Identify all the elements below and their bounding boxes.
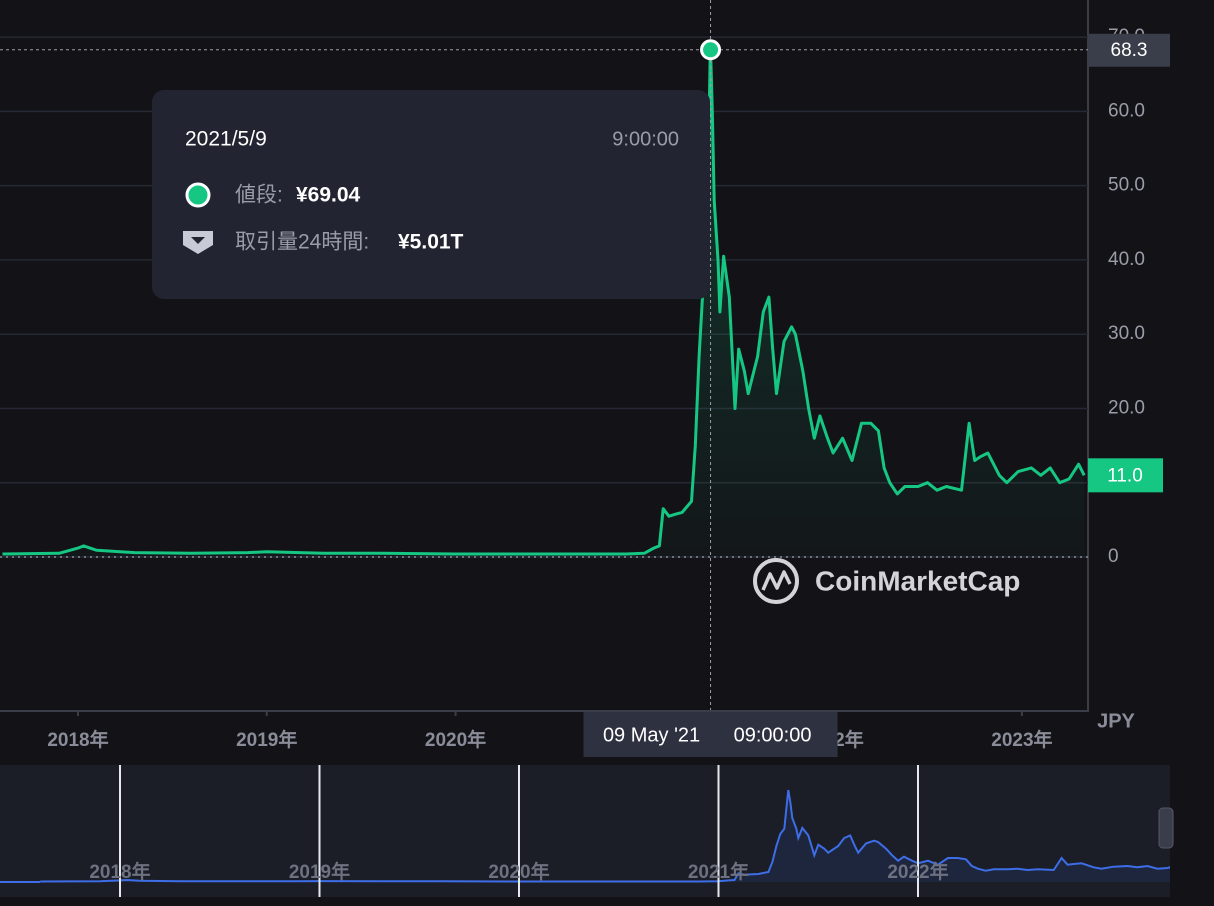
y-tick-label: 0 — [1108, 546, 1119, 567]
last-value-box — [1088, 458, 1163, 493]
y-tick-label: 30.0 — [1108, 323, 1145, 344]
watermark-logo-wave — [761, 570, 792, 591]
crosshair-point — [700, 39, 722, 61]
crosshair-value: 68.3 — [1111, 40, 1148, 61]
navigator-tick-label: 2021年 — [688, 860, 749, 883]
navigator-bg — [0, 765, 1170, 897]
navigator-tick-label: 2019年 — [289, 860, 350, 883]
navigator: 2018年 2019年 2020年 2021年 2022年 — [0, 765, 1170, 897]
watermark-logo — [753, 558, 799, 604]
price-area — [2, 44, 1085, 558]
tooltip-price-label: 値段: — [235, 184, 283, 207]
tooltip-volume-icon-inner — [191, 237, 205, 244]
overlay: 010.020.030.040.050.060.070.02018年2019年2… — [0, 0, 1174, 897]
x-tick-label: 2019年 — [236, 728, 297, 751]
unit-label: JPY — [1097, 710, 1135, 732]
tooltip-volume: ¥5.01T — [398, 231, 464, 254]
crosshair-value-box — [1088, 33, 1170, 67]
navigator-tick-label: 2018年 — [89, 860, 150, 883]
navigator-handle[interactable] — [1158, 807, 1174, 849]
navigator-tick-label: 2020年 — [488, 860, 549, 883]
last-value: 11.0 — [1107, 465, 1143, 486]
price-line — [2, 42, 1086, 556]
watermark: CoinMarketCap — [815, 565, 1020, 596]
tooltip-volume-label: 取引量24時間: — [235, 231, 369, 254]
y-tick-label: 50.0 — [1108, 175, 1145, 196]
x-tick-label: 2018年 — [47, 728, 108, 751]
navigator-line — [40, 789, 1170, 883]
plot — [2, 42, 1086, 558]
x-tick-label: 2023年 — [991, 728, 1052, 751]
tooltip-price-icon — [185, 182, 211, 208]
crosshair-date-box — [583, 712, 838, 757]
tooltip-price: ¥69.04 — [296, 184, 361, 207]
x-tick-label: 2020年 — [425, 728, 486, 751]
tooltip-date: 2021/5/9 — [185, 128, 267, 151]
crosshair-time: 09:00:00 — [734, 724, 812, 746]
tooltip-box — [152, 90, 710, 299]
y-tick-label: 60.0 — [1108, 100, 1145, 121]
crosshair-date: 09 May '21 — [603, 724, 700, 746]
tooltip-time: 9:00:00 — [612, 128, 679, 150]
y-tick-label: 40.0 — [1108, 249, 1145, 270]
navigator-tick-label: 2022年 — [887, 860, 948, 883]
navigator-area — [40, 790, 1170, 882]
y-tick-label: 20.0 — [1108, 397, 1145, 418]
